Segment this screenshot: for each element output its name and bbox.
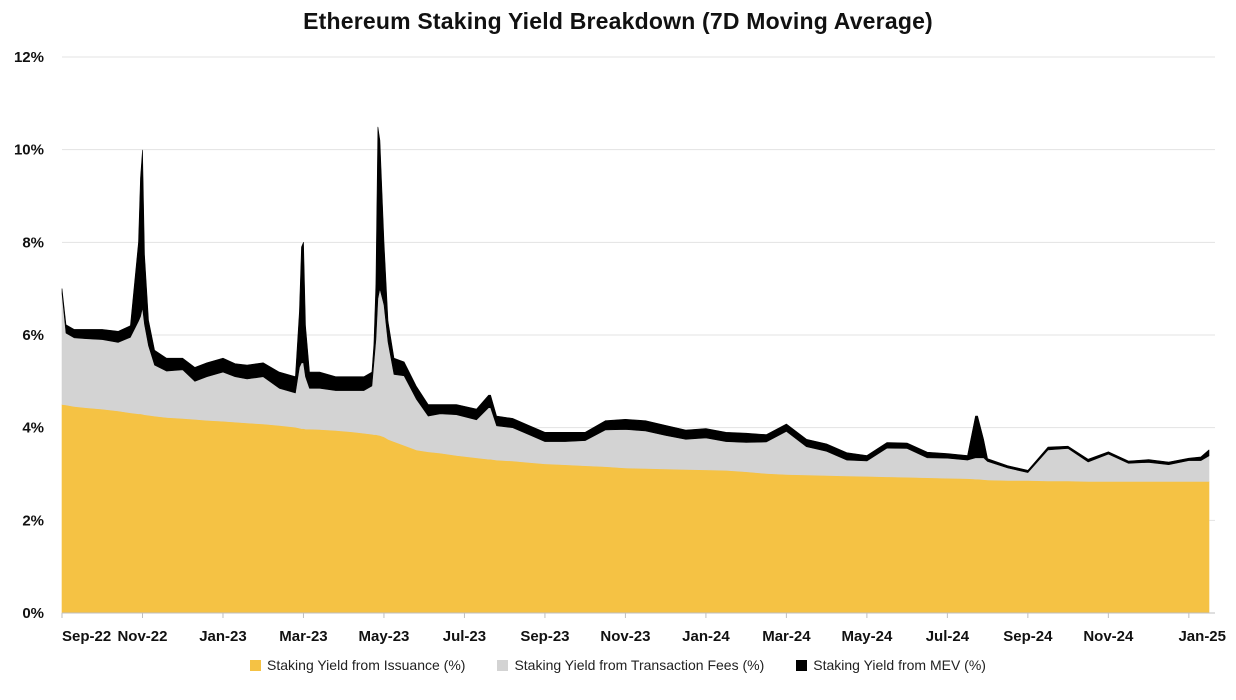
legend-item-mev: Staking Yield from MEV (%) bbox=[796, 657, 986, 673]
x-tick-label: Mar-24 bbox=[762, 628, 811, 645]
x-tick-label: Jul-23 bbox=[443, 628, 486, 645]
x-tick-label: Sep-23 bbox=[520, 628, 569, 645]
y-tick-label: 6% bbox=[22, 327, 44, 344]
x-tick-label: May-24 bbox=[841, 628, 893, 645]
y-tick-label: 12% bbox=[14, 49, 44, 66]
x-tick-label: Mar-23 bbox=[279, 628, 327, 645]
x-tick-label: Sep-24 bbox=[1003, 628, 1053, 645]
y-tick-label: 2% bbox=[22, 512, 44, 529]
x-tick-label: Jul-24 bbox=[926, 628, 970, 645]
y-axis-ticks: 0% 2% 4% 6% 8% 10% 12% bbox=[14, 49, 44, 622]
x-tick-label: Nov-22 bbox=[117, 628, 167, 645]
x-tick-label: Nov-24 bbox=[1083, 628, 1134, 645]
legend-label-mev: Staking Yield from MEV (%) bbox=[813, 657, 986, 673]
area-mev bbox=[61, 126, 1210, 473]
x-tick-label: May-23 bbox=[359, 628, 410, 645]
legend-swatch-issuance bbox=[250, 659, 262, 671]
chart-plot-area: 0% 2% 4% 6% 8% 10% 12% Sep-22 Nov-22 Jan-23 Mar-2… bbox=[14, 49, 1226, 645]
legend-swatch-fees bbox=[497, 659, 509, 671]
legend-item-issuance: Staking Yield from Issuance (%) bbox=[250, 657, 465, 673]
y-tick-label: 8% bbox=[22, 234, 44, 251]
x-tick-label: Jan-25 bbox=[1178, 628, 1226, 645]
legend-item-fees: Staking Yield from Transaction Fees (%) bbox=[497, 657, 764, 673]
x-tick-label: Jan-23 bbox=[199, 628, 247, 645]
legend-swatch-mev bbox=[796, 659, 808, 671]
chart-title: Ethereum Staking Yield Breakdown (7D Mov… bbox=[303, 8, 933, 34]
legend-label-issuance: Staking Yield from Issuance (%) bbox=[267, 657, 466, 673]
y-tick-label: 0% bbox=[22, 605, 44, 622]
legend-label-fees: Staking Yield from Transaction Fees (%) bbox=[514, 657, 765, 673]
series-areas bbox=[61, 126, 1210, 614]
y-tick-label: 4% bbox=[22, 420, 44, 437]
x-tick-label: Jan-24 bbox=[682, 628, 730, 645]
x-tick-label: Nov-23 bbox=[600, 628, 650, 645]
x-axis-ticks: Sep-22 Nov-22 Jan-23 Mar-23 May-23 Jul-23 Sep-… bbox=[61, 613, 1226, 645]
x-tick-label: Sep-22 bbox=[62, 628, 111, 645]
y-tick-label: 10% bbox=[14, 142, 44, 159]
chart-legend: Staking Yield from Issuance (%) Staking … bbox=[0, 657, 1236, 673]
